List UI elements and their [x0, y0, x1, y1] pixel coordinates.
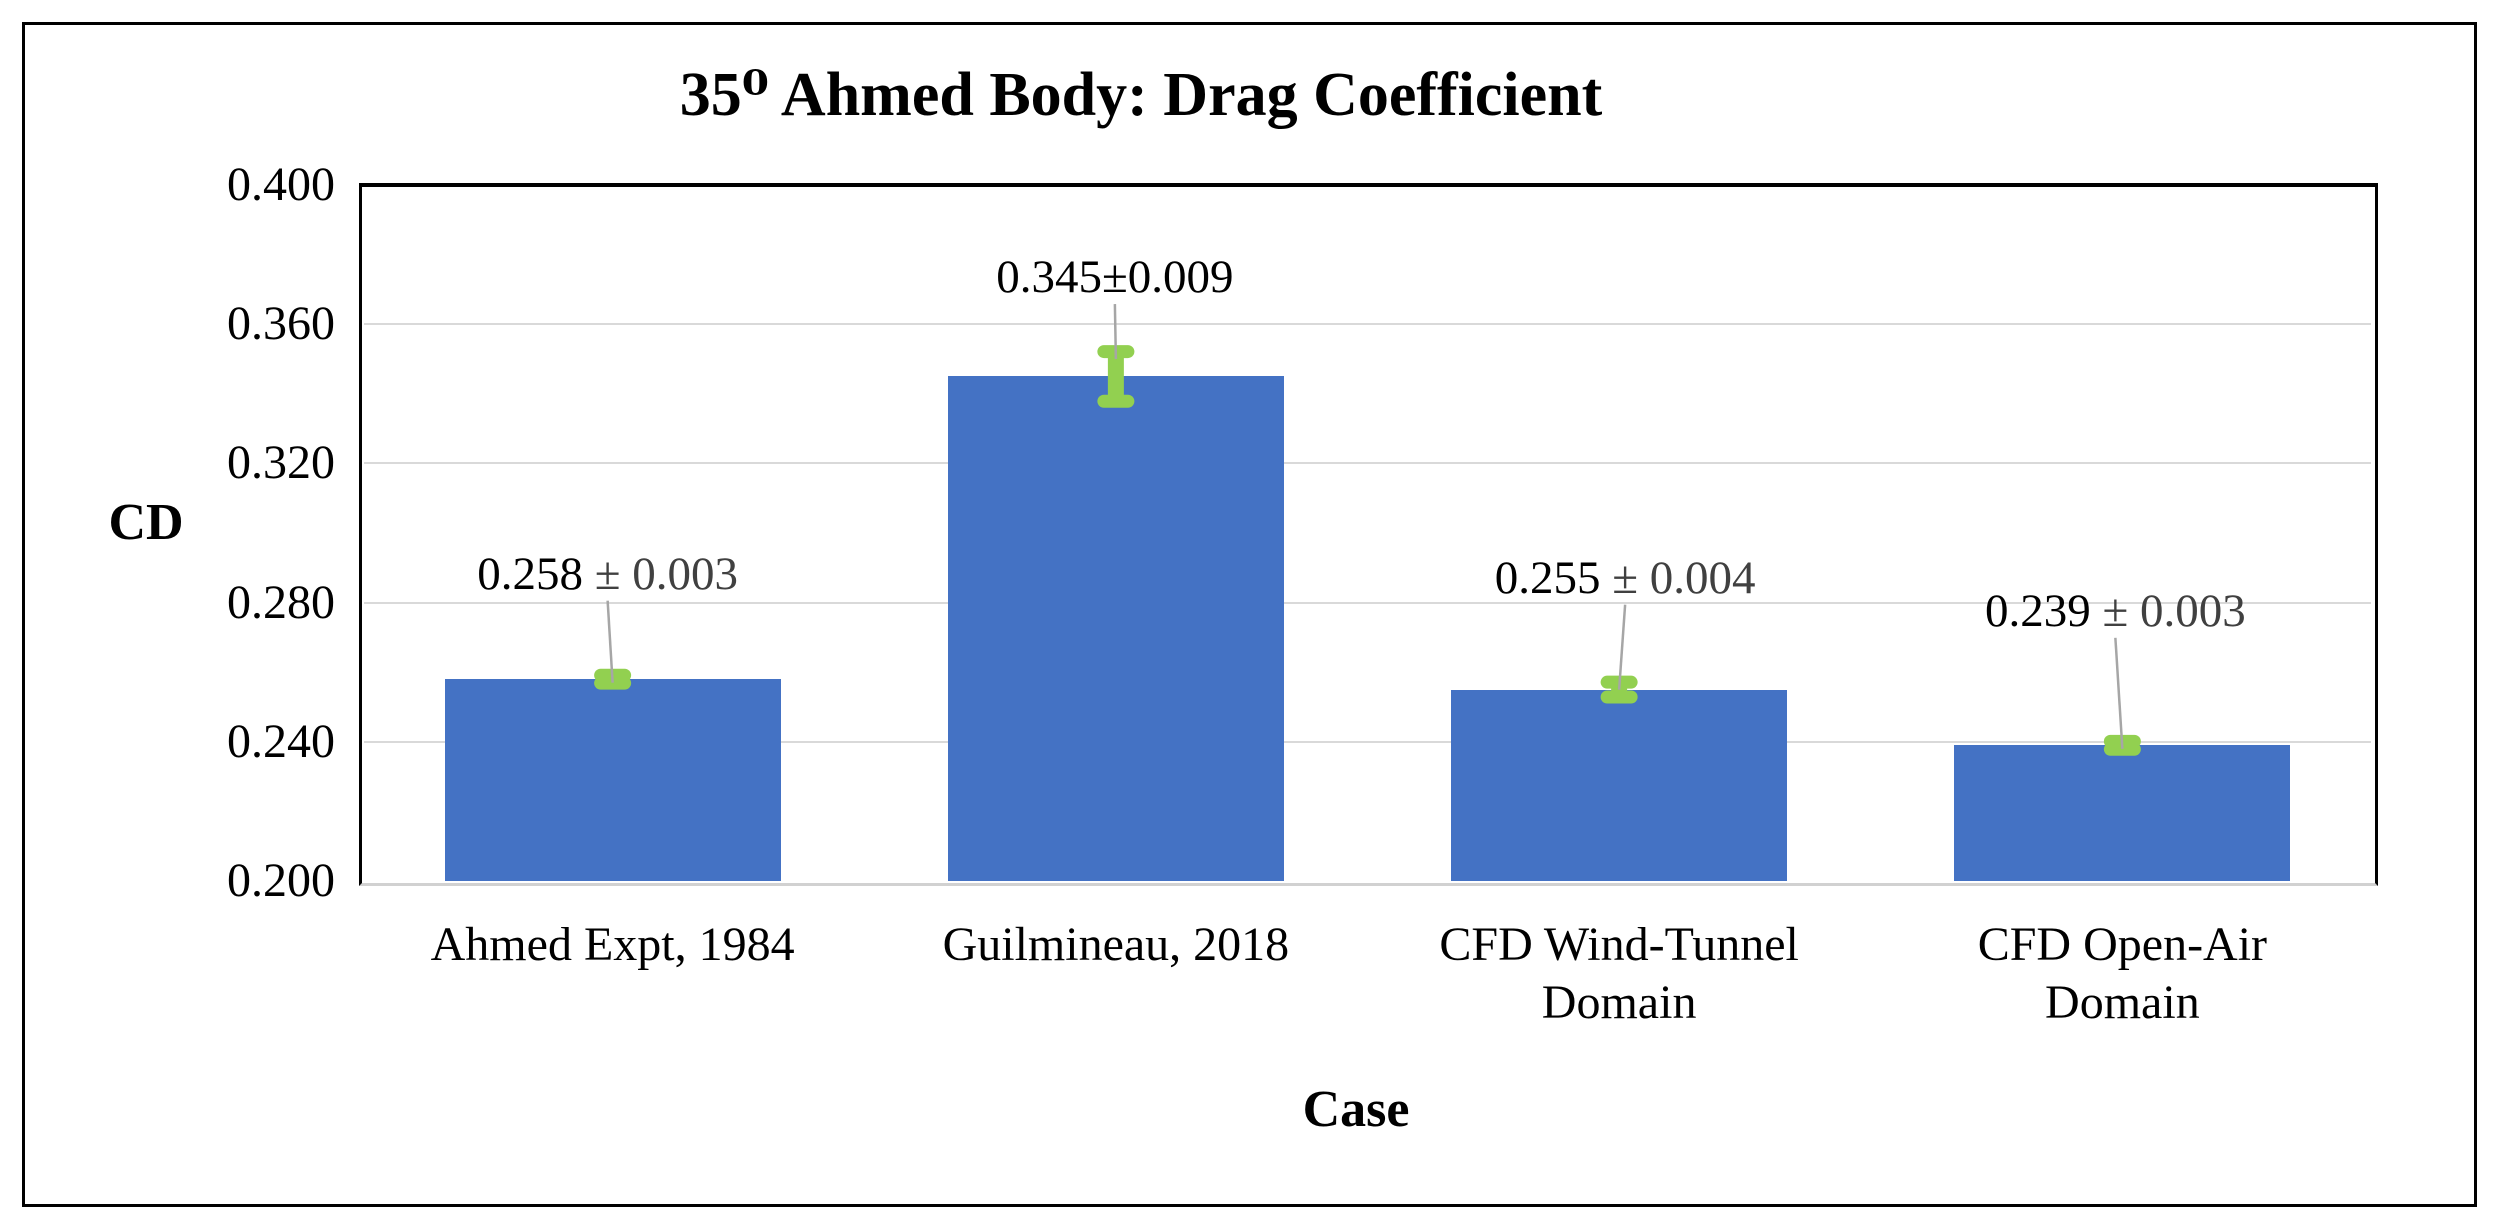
data-label: 0.255 ± 0.004	[1495, 551, 1756, 605]
y-tick-label: 0.400	[227, 158, 335, 211]
data-label: 0.239 ± 0.003	[1985, 584, 2246, 638]
data-label-value: 0.258	[477, 547, 583, 600]
gridline	[364, 601, 2371, 604]
data-label: 0.258 ± 0.003	[477, 547, 738, 601]
data-label-error: ± 0.003	[2090, 584, 2246, 637]
y-axis-title: CD	[108, 494, 184, 551]
data-label-value: 0.255	[1494, 551, 1601, 604]
category-label: CFD Open-Air Domain	[1977, 918, 2268, 1029]
gridline	[364, 323, 2371, 326]
y-tick-label: 0.200	[227, 854, 335, 907]
x-axis-title: Case	[1302, 1081, 1410, 1138]
y-tick-label: 0.320	[227, 436, 335, 490]
bar	[1451, 689, 1788, 881]
category-label: CFD Wind-Tunnel Domain	[1439, 918, 1799, 1029]
category-label: Ahmed Expt, 1984	[430, 918, 795, 971]
data-label-error: ± 0.004	[1600, 551, 1756, 604]
bar	[1954, 745, 2291, 881]
data-label-value: 0.345	[996, 251, 1102, 304]
data-label: 0.345±0.009	[996, 250, 1233, 304]
y-tick-label: 0.280	[227, 575, 335, 629]
bar	[947, 376, 1284, 881]
gridline	[364, 462, 2371, 465]
chart-title: 35⁰ Ahmed Body: Drag Coefficient	[679, 61, 1603, 129]
bar	[444, 679, 781, 881]
y-tick-label: 0.240	[227, 714, 335, 768]
data-label-error: ± 0.003	[582, 547, 739, 600]
data-label-value: 0.239	[1984, 584, 2091, 637]
plot-area	[359, 183, 2378, 886]
gridline	[364, 740, 2371, 743]
y-tick-label: 0.360	[227, 297, 335, 351]
category-label: Guilmineau, 2018	[942, 918, 1290, 971]
data-label-error: ±0.009	[1101, 251, 1234, 304]
